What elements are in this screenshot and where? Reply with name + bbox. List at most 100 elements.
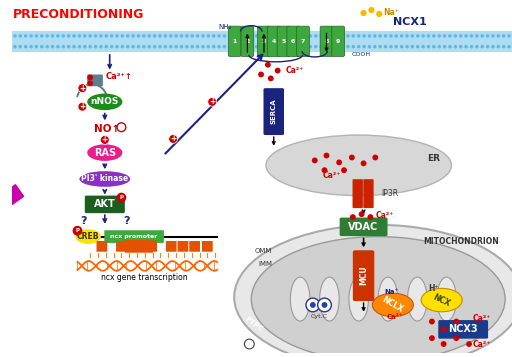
Circle shape (448, 34, 452, 38)
Circle shape (298, 45, 302, 49)
FancyBboxPatch shape (320, 26, 333, 56)
Circle shape (208, 97, 217, 106)
Circle shape (416, 45, 419, 49)
Circle shape (368, 34, 371, 38)
Circle shape (147, 45, 151, 49)
Text: ER: ER (428, 154, 440, 163)
Circle shape (432, 45, 436, 49)
Circle shape (249, 34, 253, 38)
Circle shape (99, 45, 103, 49)
Circle shape (395, 45, 398, 49)
Circle shape (266, 45, 269, 49)
FancyBboxPatch shape (0, 184, 24, 224)
Circle shape (40, 34, 44, 38)
FancyBboxPatch shape (228, 26, 241, 56)
Circle shape (368, 214, 373, 220)
Text: Ca²⁺: Ca²⁺ (323, 171, 341, 180)
Circle shape (117, 193, 126, 202)
Circle shape (217, 45, 221, 49)
FancyBboxPatch shape (189, 241, 200, 252)
Text: PRECONDITIONING: PRECONDITIONING (13, 9, 144, 21)
Circle shape (314, 45, 317, 49)
Circle shape (298, 34, 302, 38)
Text: Cyt.C: Cyt.C (310, 314, 327, 319)
Circle shape (443, 34, 446, 38)
FancyBboxPatch shape (267, 26, 280, 56)
Circle shape (309, 34, 312, 38)
Ellipse shape (437, 277, 456, 321)
Text: 9: 9 (336, 39, 340, 44)
Text: Na⁺: Na⁺ (383, 7, 399, 16)
Text: SERCA: SERCA (271, 99, 277, 125)
Circle shape (427, 34, 430, 38)
Text: NH₂: NH₂ (218, 24, 231, 30)
Text: +: + (209, 97, 216, 106)
FancyBboxPatch shape (353, 250, 374, 301)
Circle shape (507, 45, 511, 49)
Circle shape (373, 45, 376, 49)
Text: Ca²⁺: Ca²⁺ (473, 340, 491, 348)
Circle shape (486, 34, 489, 38)
Circle shape (56, 34, 60, 38)
Circle shape (67, 34, 71, 38)
Circle shape (67, 45, 71, 49)
Circle shape (378, 34, 382, 38)
Text: NCLX: NCLX (381, 295, 405, 315)
Circle shape (421, 34, 425, 38)
Circle shape (110, 34, 113, 38)
FancyBboxPatch shape (353, 179, 363, 208)
FancyBboxPatch shape (287, 26, 300, 56)
Circle shape (78, 34, 81, 38)
Ellipse shape (372, 293, 413, 317)
Text: +: + (79, 102, 86, 111)
Circle shape (104, 45, 108, 49)
Text: Ca²⁺: Ca²⁺ (286, 66, 304, 75)
Text: 4: 4 (271, 39, 276, 44)
Text: VDAC: VDAC (349, 222, 379, 232)
Text: 2: 2 (245, 39, 249, 44)
Text: 7: 7 (301, 39, 305, 44)
Circle shape (169, 34, 173, 38)
Circle shape (275, 68, 281, 74)
Circle shape (164, 45, 167, 49)
FancyBboxPatch shape (178, 241, 188, 252)
Circle shape (46, 34, 49, 38)
Circle shape (486, 45, 489, 49)
FancyBboxPatch shape (125, 240, 153, 253)
Circle shape (325, 45, 328, 49)
Text: NCX3: NCX3 (449, 325, 478, 335)
Circle shape (373, 34, 376, 38)
Text: NCX: NCX (432, 292, 452, 308)
FancyBboxPatch shape (87, 75, 103, 86)
Circle shape (18, 45, 22, 49)
Circle shape (309, 45, 312, 49)
Circle shape (185, 34, 188, 38)
Text: Ca²⁺↑: Ca²⁺↑ (106, 72, 133, 81)
Circle shape (360, 10, 367, 16)
Ellipse shape (234, 225, 512, 357)
Circle shape (89, 45, 92, 49)
Circle shape (292, 34, 296, 38)
Circle shape (335, 45, 339, 49)
Circle shape (13, 34, 17, 38)
Circle shape (352, 34, 355, 38)
Ellipse shape (408, 277, 427, 321)
Circle shape (416, 34, 419, 38)
Circle shape (378, 45, 382, 49)
Circle shape (335, 34, 339, 38)
Circle shape (104, 34, 108, 38)
Circle shape (459, 45, 462, 49)
Circle shape (73, 226, 82, 236)
FancyBboxPatch shape (438, 320, 488, 339)
Circle shape (437, 34, 441, 38)
Circle shape (384, 34, 387, 38)
Circle shape (158, 34, 162, 38)
Text: MCU: MCU (359, 266, 368, 286)
Circle shape (491, 45, 495, 49)
FancyBboxPatch shape (97, 241, 107, 252)
Text: ?: ? (80, 216, 87, 226)
Circle shape (110, 45, 113, 49)
Circle shape (99, 34, 103, 38)
Text: AKT: AKT (94, 199, 116, 209)
Circle shape (372, 155, 378, 160)
